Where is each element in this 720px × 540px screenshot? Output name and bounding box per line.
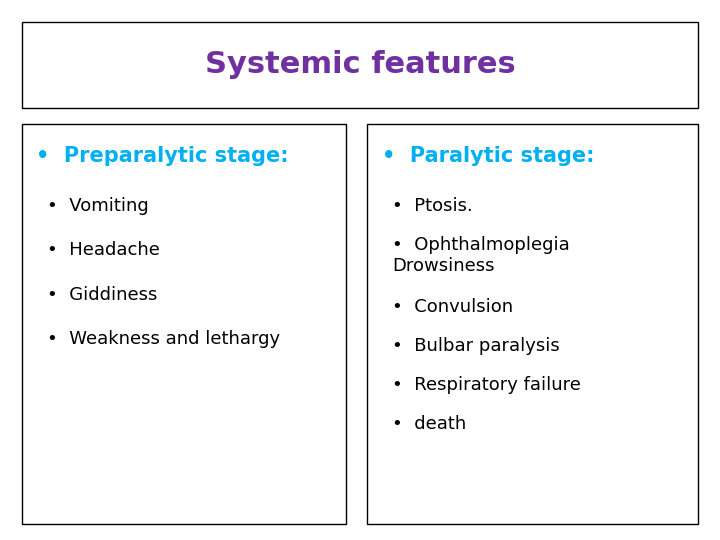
Text: •  Respiratory failure: • Respiratory failure [392,376,581,394]
Text: •  Ptosis.: • Ptosis. [392,197,473,215]
Text: •  Paralytic stage:: • Paralytic stage: [382,146,594,166]
Text: •  Convulsion: • Convulsion [392,298,513,316]
Text: •  Bulbar paralysis: • Bulbar paralysis [392,337,560,355]
FancyBboxPatch shape [367,124,698,524]
Text: •  Preparalytic stage:: • Preparalytic stage: [36,146,289,166]
Text: Systemic features: Systemic features [204,50,516,79]
FancyBboxPatch shape [22,124,346,524]
Text: •  Weakness and lethargy: • Weakness and lethargy [47,330,280,348]
Text: •  death: • death [392,415,467,433]
Text: •  Headache: • Headache [47,241,160,259]
Text: •  Giddiness: • Giddiness [47,286,157,303]
FancyBboxPatch shape [22,22,698,108]
Text: •  Vomiting: • Vomiting [47,197,148,215]
Text: •  Ophthalmoplegia
Drowsiness: • Ophthalmoplegia Drowsiness [392,236,570,275]
